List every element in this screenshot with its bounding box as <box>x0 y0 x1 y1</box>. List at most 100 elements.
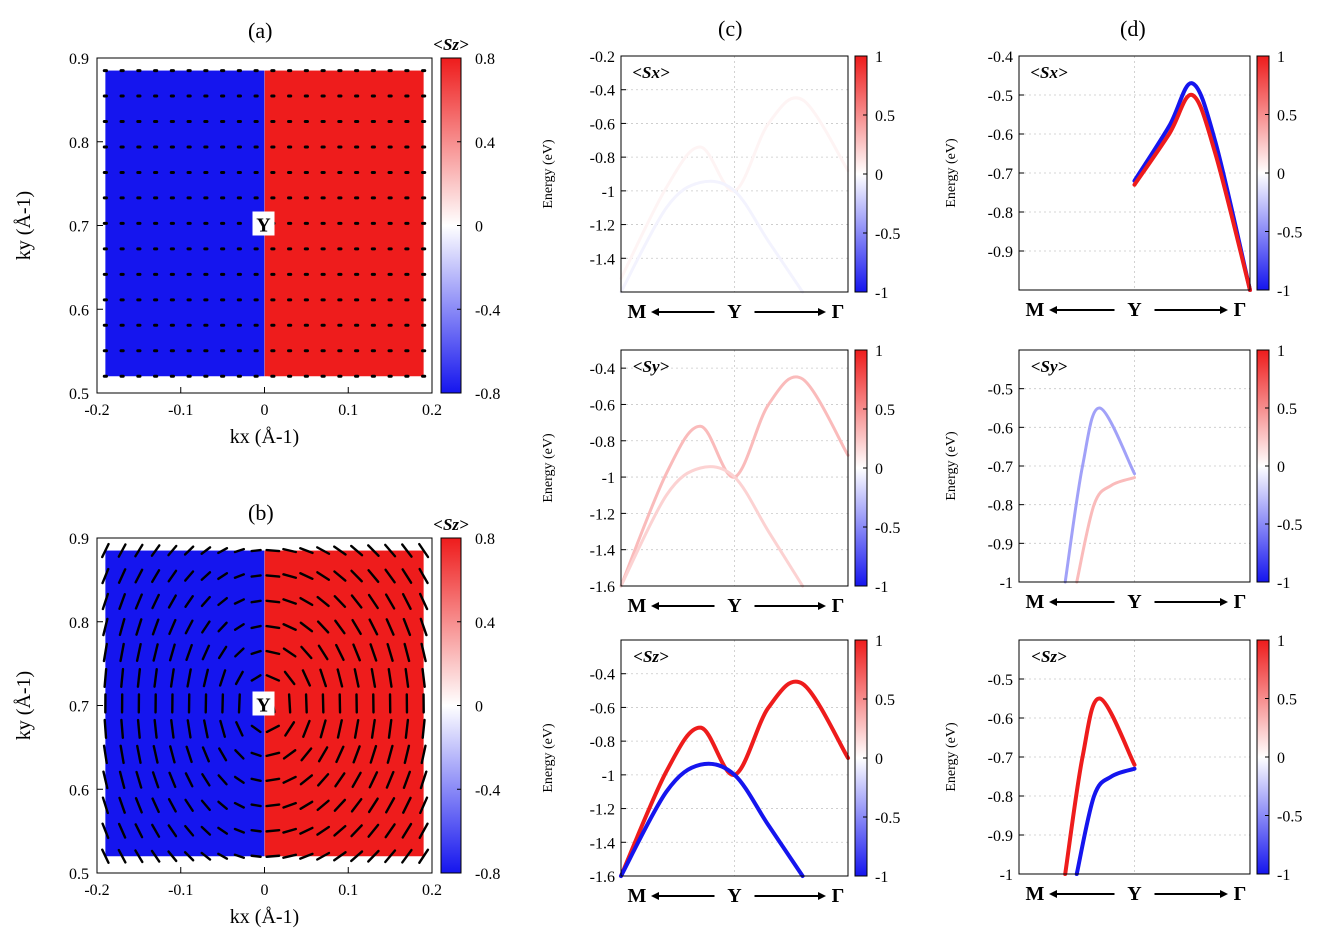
spin-arrow <box>353 668 360 688</box>
colorbar-tick-label: -1 <box>1277 867 1290 884</box>
spin-arrow <box>351 618 362 636</box>
spin-arrow <box>316 620 330 634</box>
band-band-blue <box>1132 81 1252 292</box>
colorbar-title: <Sz> <box>433 515 469 534</box>
spin-label: <Sy> <box>1031 357 1068 376</box>
panel-d-title: (d) <box>1120 16 1146 41</box>
path-label-Y: Y <box>1127 299 1142 321</box>
spin-arrow <box>250 649 262 656</box>
spin-arrow <box>420 642 427 663</box>
y-axis-label: Energy (eV) <box>541 723 556 793</box>
spin-arrow <box>250 548 262 553</box>
spin-arrow <box>233 623 245 631</box>
y-tick-label: -0.8 <box>988 789 1013 806</box>
spin-arrow <box>234 749 245 760</box>
colorbar-tick-label: 1 <box>875 343 883 360</box>
spin-arrow <box>301 669 312 687</box>
spin-arrow <box>168 771 177 789</box>
spin-arrow <box>367 569 380 584</box>
spin-arrow <box>334 772 346 788</box>
colorbar-tick-label: 1 <box>875 633 883 650</box>
spin-arrow <box>167 569 178 583</box>
colorbar-tick-label: 0 <box>1277 166 1285 183</box>
spin-arrow <box>336 668 344 688</box>
y-tick-label: -0.7 <box>988 166 1013 183</box>
spin-arrow <box>200 595 211 608</box>
path-label-Y: Y <box>727 885 742 907</box>
spin-arrow <box>386 744 394 764</box>
spin-arrow <box>282 801 297 809</box>
spin-arrow <box>134 593 143 610</box>
spin-arrow <box>419 770 428 790</box>
spin-arrow <box>265 674 281 682</box>
colorbar-tick-label: 1 <box>1277 49 1285 66</box>
spin-arrow <box>200 851 212 861</box>
spin-arrow <box>282 547 298 554</box>
y-tick-label: 0.6 <box>69 302 89 319</box>
spin-arrow <box>169 668 175 688</box>
bands-d-sz: -0.5 -0.6 -0.7 -0.8 -0.9 -1 Energy (eV) <Sz> M Y Γ… <box>944 633 1302 905</box>
y-tick-label: -1.2 <box>590 506 615 523</box>
spin-arrow <box>265 599 281 604</box>
spin-arrow <box>418 542 430 559</box>
colorbar-tick-label: -1 <box>1277 283 1290 300</box>
spin-arrow <box>233 775 245 784</box>
y-tick-label: -0.2 <box>590 49 615 66</box>
y-tick-label: -0.9 <box>988 828 1013 845</box>
y-tick-label: -0.7 <box>988 750 1013 767</box>
y-tick-label: -0.6 <box>988 127 1013 144</box>
spin-arrow <box>118 593 126 610</box>
path-label-Y: Y <box>1127 591 1142 613</box>
spin-arrow <box>101 542 110 559</box>
spin-arrow <box>150 849 161 863</box>
spin-arrow <box>299 826 314 835</box>
path-label-Y: Y <box>727 301 742 323</box>
y-axis-label: Energy (eV) <box>944 431 959 501</box>
y-tick-label: -1 <box>602 768 615 785</box>
plot-frame <box>620 55 849 293</box>
spin-arrow <box>120 718 125 739</box>
colorbar-tick-label: -0.5 <box>875 520 900 537</box>
spin-arrow <box>265 751 281 758</box>
spin-arrow <box>200 546 212 555</box>
spin-arrow <box>387 667 393 688</box>
spin-arrow <box>203 719 209 739</box>
spin-arrow <box>135 618 143 636</box>
spin-arrow <box>333 824 347 837</box>
spin-arrow <box>420 744 427 765</box>
spin-arrow <box>418 822 429 840</box>
spin-arrow <box>150 569 161 584</box>
plot-frame <box>620 639 849 877</box>
spin-arrow <box>184 619 194 635</box>
spin-arrow <box>335 745 345 764</box>
spin-arrow <box>185 745 193 764</box>
path-label-M: M <box>628 301 647 323</box>
spin-arrow <box>401 822 413 839</box>
spin-arrow <box>250 828 262 833</box>
spin-arrow <box>217 621 228 633</box>
spin-arrow <box>384 568 396 584</box>
spin-arrow <box>101 592 110 611</box>
spin-arrow <box>151 771 160 789</box>
spin-arrow <box>350 797 363 813</box>
y-tick-label: -0.4 <box>590 667 615 684</box>
spin-arrow <box>385 797 396 814</box>
spin-arrow <box>350 569 363 583</box>
spin-arrow <box>317 746 329 763</box>
y-tick-label: -1.2 <box>590 802 615 819</box>
spin-arrow <box>218 669 227 687</box>
spin-arrow <box>102 770 109 790</box>
bands-d-sy: -0.5 -0.6 -0.7 -0.8 -0.9 -1 Energy (eV) <Sy> M Y Γ… <box>944 343 1302 613</box>
spin-arrow <box>353 718 360 739</box>
heatmap-a: -0.2 -0.1 0 0.1 0.2 0.5 0.6 0.7 0.8 0.9 kx (Å-1) ky… <box>13 35 500 448</box>
spin-arrow <box>384 543 397 558</box>
path-label-Gamma: Γ <box>1234 299 1247 321</box>
colorbar-tick-label: 0.5 <box>1277 401 1297 418</box>
spin-arrow <box>119 744 125 765</box>
spin-arrow <box>120 667 125 688</box>
band-band-blue <box>1063 406 1136 584</box>
path-label-Y: Y <box>727 595 742 617</box>
spin-arrow <box>351 771 362 789</box>
spin-arrow <box>250 674 262 682</box>
y-tick-label: -0.5 <box>988 88 1013 105</box>
